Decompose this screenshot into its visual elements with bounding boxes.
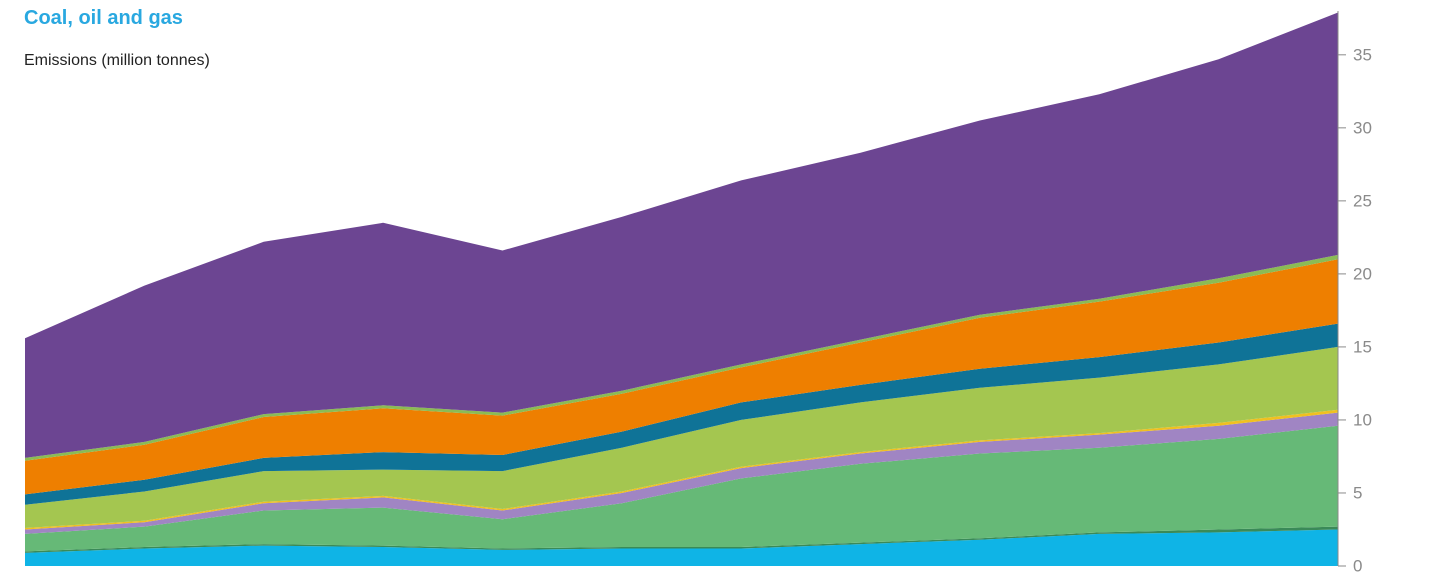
y-tick-label: 20 [1353, 264, 1372, 283]
chart-title: Coal, oil and gas [24, 7, 183, 29]
y-tick-label: 25 [1353, 191, 1372, 210]
y-tick-label: 15 [1353, 337, 1372, 356]
area-series-6 [25, 346, 1338, 528]
y-tick-label: 30 [1353, 118, 1372, 137]
y-tick-label: 0 [1353, 556, 1362, 573]
area-series-1 [25, 529, 1338, 566]
y-axis-label: Emissions (million tonnes) [24, 52, 210, 69]
y-tick-label: 35 [1353, 45, 1372, 64]
area-series-group [25, 12, 1338, 566]
area-series-10 [25, 12, 1338, 458]
area-series-2 [25, 526, 1338, 553]
area-series-7 [25, 323, 1338, 505]
area-series-5 [25, 409, 1338, 530]
area-series-8 [25, 259, 1338, 495]
area-series-4 [25, 412, 1338, 534]
area-series-9 [25, 254, 1338, 461]
y-axis-ticks: 0 5 10 15 20 25 30 35 [1338, 45, 1372, 573]
area-series-3 [25, 425, 1338, 552]
y-tick-label: 10 [1353, 410, 1372, 429]
y-axis: 0 5 10 15 20 25 30 35 [1337, 11, 1372, 573]
y-tick-label: 5 [1353, 483, 1362, 502]
